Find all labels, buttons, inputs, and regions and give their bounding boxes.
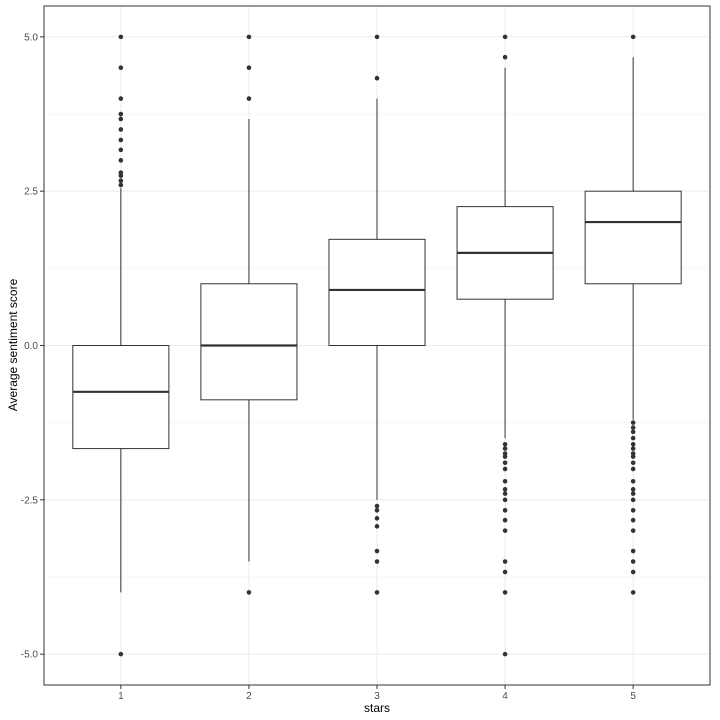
outlier-point — [630, 559, 636, 564]
iqr-box — [584, 190, 682, 285]
outlier-point — [630, 420, 636, 425]
box-category-1 — [72, 188, 170, 593]
outlier-point — [502, 487, 508, 492]
outlier-point — [502, 590, 508, 595]
x-tick-label: 4 — [502, 691, 508, 702]
x-tick-label: 1 — [118, 691, 124, 702]
outlier-point — [502, 528, 508, 533]
outlier-point — [374, 559, 380, 564]
outlier-point — [502, 491, 508, 496]
outlier-point — [118, 127, 124, 132]
y-tick-label: 2.5 — [24, 187, 38, 198]
outlier-point — [118, 111, 124, 117]
x-axis-title: stars — [364, 701, 390, 715]
x-tick-label: 2 — [246, 691, 252, 702]
outlier-point — [246, 96, 252, 101]
box-category-4 — [456, 67, 554, 439]
outlier-point — [630, 497, 636, 503]
outliers — [118, 34, 636, 657]
outlier-point — [374, 503, 380, 509]
boxes — [72, 57, 682, 593]
outlier-point — [118, 158, 124, 163]
x-axis-ticks: 1 2 3 4 5 — [118, 685, 636, 702]
outlier-point — [630, 441, 636, 447]
box-category-5 — [584, 57, 682, 420]
outlier-point — [630, 429, 636, 435]
outlier-point — [630, 528, 636, 533]
outlier-point — [502, 460, 508, 466]
outlier-point — [118, 178, 124, 183]
outlier-point — [374, 524, 380, 529]
outlier-point — [502, 441, 508, 447]
outlier-point — [502, 479, 508, 484]
outlier-point — [630, 517, 636, 523]
box-category-2 — [200, 118, 298, 562]
x-tick-label: 5 — [630, 691, 636, 702]
outlier-point — [630, 451, 636, 456]
outlier-point — [630, 487, 636, 492]
outlier-point — [630, 34, 636, 40]
outlier-point — [630, 569, 636, 575]
outlier-point — [118, 34, 124, 40]
outlier-point — [246, 34, 252, 40]
iqr-box — [200, 283, 298, 401]
outlier-point — [118, 182, 124, 188]
outlier-point — [118, 147, 124, 153]
outlier-point — [630, 425, 636, 430]
iqr-box — [72, 345, 170, 450]
outlier-point — [246, 65, 252, 71]
outlier-point — [630, 479, 636, 484]
outlier-point — [374, 590, 380, 595]
outlier-point — [502, 508, 508, 513]
iqr-box — [328, 238, 426, 346]
outlier-point — [502, 466, 508, 472]
outlier-point — [118, 116, 124, 122]
outlier-point — [374, 34, 380, 40]
y-axis-title: Average sentiment score — [6, 278, 20, 411]
outlier-point — [630, 548, 636, 554]
box-category-3 — [328, 98, 426, 500]
outlier-point — [630, 460, 636, 466]
outlier-point — [630, 590, 636, 595]
outlier-point — [502, 446, 508, 451]
y-tick-label: -2.5 — [21, 495, 39, 506]
outlier-point — [118, 96, 124, 101]
outlier-point — [502, 451, 508, 456]
y-tick-label: -5.0 — [21, 650, 39, 661]
outlier-point — [502, 34, 508, 40]
outlier-point — [118, 137, 124, 143]
outlier-point — [118, 651, 124, 657]
outlier-point — [502, 54, 508, 60]
y-axis-ticks: -5.0 -2.5 0.0 2.5 5.0 — [21, 32, 44, 661]
outlier-point — [246, 590, 252, 595]
outlier-point — [374, 75, 380, 81]
outlier-point — [502, 569, 508, 575]
outlier-point — [630, 466, 636, 472]
outlier-point — [374, 508, 380, 513]
outlier-point — [630, 446, 636, 451]
outlier-point — [374, 516, 380, 521]
outlier-point — [502, 651, 508, 657]
outlier-point — [118, 65, 124, 71]
outlier-point — [118, 170, 124, 175]
outlier-point — [630, 491, 636, 496]
outlier-point — [502, 497, 508, 503]
outlier-point — [630, 508, 636, 513]
outlier-point — [502, 517, 508, 523]
outlier-point — [630, 435, 636, 441]
outlier-point — [374, 548, 380, 554]
x-tick-label: 3 — [374, 691, 380, 702]
y-tick-label: 0.0 — [24, 341, 38, 352]
y-tick-label: 5.0 — [24, 32, 38, 43]
outlier-point — [502, 559, 508, 564]
